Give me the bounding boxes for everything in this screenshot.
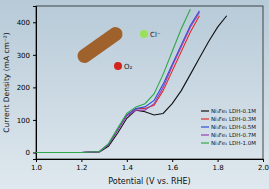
y-tick-label: 300 [17,52,30,60]
x-tick-label: 1.6 [167,164,179,172]
x-tick-label: 1.8 [213,164,224,172]
y-tick-label: 0 [26,149,30,157]
legend-item: Ni₃Fe₁ LDH-0.1M [201,108,256,114]
legend-item: Ni₃Fe₁ LDH-1.0M [201,140,256,146]
legend: Ni₃Fe₁ LDH-0.1M Ni₃Fe₁ LDH-0.3M Ni₃Fe₁ LDH… [201,108,256,146]
y-tick-mark [33,55,36,56]
y-tick: 0 [26,149,36,157]
legend-item: Ni₃Fe₁ LDH-0.5M [201,124,256,130]
legend-item: Ni₃Fe₁ LDH-0.3M [201,116,256,122]
nanotube [75,24,126,65]
y-tick-mark [33,22,36,23]
series-line [36,9,190,152]
y-axis: 0 100 200 300 400 [17,7,37,160]
series-line [36,16,227,153]
x-tick-mark [81,159,82,162]
y-axis-title: Current Density (mA cm⁻²) [2,32,11,133]
x-tick-mark [263,159,264,162]
x-tick: 1.0 [31,159,42,172]
legend-label: Ni₃Fe₁ LDH-0.3M [211,116,256,122]
x-tick: 2.0 [258,159,269,172]
legend-item: Ni₃Fe₁ LDH-0.7M [201,132,256,138]
x-tick: 1.2 [76,159,87,172]
y-axis-line [33,7,37,160]
y-tick-label: 100 [17,117,30,125]
x-tick-label: 2.0 [258,164,269,172]
y-tick-label: 400 [17,19,30,27]
y-tick: 200 [17,84,36,92]
legend-swatch [201,142,209,143]
plot-frame [36,6,263,159]
legend-swatch [201,126,209,127]
x-tick: 1.8 [213,159,224,172]
x-axis-line [37,160,264,163]
background [0,0,269,189]
x-tick: 1.6 [167,159,179,172]
x-tick-label: 1.2 [76,164,87,172]
x-tick-mark [218,159,219,162]
y-tick-mark [33,87,36,88]
legend-label: Ni₃Fe₁ LDH-0.7M [211,132,256,138]
y-tick: 300 [17,52,36,60]
y-tick-label: 200 [17,84,30,92]
legend-label: Ni₃Fe₁ LDH-0.5M [211,124,256,130]
legend-swatch [201,134,209,135]
annotation: Cl⁻ [150,31,161,39]
y-tick-mark [33,120,36,121]
series-line [36,13,199,153]
legend-swatch [201,110,209,111]
lines [36,9,227,152]
x-tick: 1.4 [122,159,134,172]
annotation: O₂ [124,63,133,71]
x-tick-mark [127,159,128,162]
chart: 1.0 1.2 1.4 1.6 1.8 2.0 0 100 200 300 400 Cl⁻ O₂ Ni₃F… [0,0,269,189]
legend-swatch [201,118,209,119]
x-axis-title: Potential (V vs. RHE) [108,177,190,186]
x-axis: 1.0 1.2 1.4 1.6 1.8 2.0 [31,159,269,172]
y-tick: 400 [17,19,36,27]
illustration [75,24,148,70]
series-line [36,11,199,153]
x-tick-mark [172,159,173,162]
o2-molecule [114,62,122,70]
x-tick-label: 1.4 [122,164,134,172]
x-tick-label: 1.0 [31,164,42,172]
y-tick-mark [33,152,36,153]
y-tick: 100 [17,117,36,125]
series-line [36,16,199,153]
legend-label: Ni₃Fe₁ LDH-0.1M [211,108,256,114]
cl-ion [140,30,148,38]
legend-label: Ni₃Fe₁ LDH-1.0M [211,140,256,146]
